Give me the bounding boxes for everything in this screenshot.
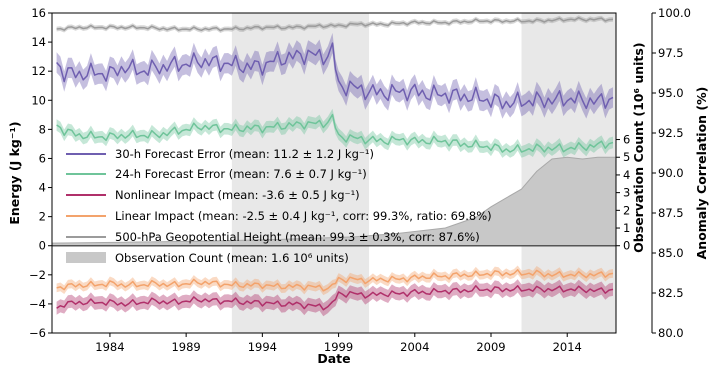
y-left-tick-label: 6 [39, 151, 46, 165]
y-obs-tick-label: 0 [623, 239, 630, 253]
legend-swatch-observation [66, 252, 106, 263]
y-left-tick-label: 12 [31, 64, 46, 78]
y-left-tick-label: 2 [39, 210, 46, 224]
series-lines [56, 16, 614, 311]
geopotential-line [56, 16, 614, 32]
y-corr-axis-label: Anomaly Correlation (%) [694, 87, 709, 260]
forecast30-line [56, 42, 614, 110]
y-obs-tick-label: 6 [623, 133, 630, 147]
y-left-tick-label: 4 [39, 181, 46, 195]
y-left-tick-label: −2 [29, 268, 46, 282]
y-left-tick-label: 10 [31, 93, 46, 107]
forecast30-band [56, 32, 614, 119]
nonlinear-line [56, 285, 614, 311]
y-obs-tick-label: 4 [623, 168, 630, 182]
forecast24-line [56, 113, 614, 153]
observation-area [51, 156, 617, 247]
shaded-period-0 [231, 13, 370, 333]
y-left-axis-label: Energy (J kg⁻¹) [7, 121, 22, 224]
y-left-tick-label: 0 [39, 239, 46, 253]
y-corr-tick-label: 82.5 [658, 286, 684, 300]
observation-count-area [51, 156, 617, 247]
y-obs-tick-label: 5 [623, 150, 630, 164]
y-corr-tick-label: 97.5 [658, 46, 684, 60]
y-corr-tick-label: 100.0 [658, 6, 691, 20]
legend-label-forecast30: 30-h Forecast Error (mean: 11.2 ± 1.2 J … [115, 147, 374, 161]
y-left-tick-label: 16 [31, 6, 46, 20]
forecast24-band [56, 108, 614, 158]
y-left-tick-label: 14 [31, 35, 46, 49]
y-obs-axis-label: Observation Count (10⁶ units) [631, 42, 646, 252]
plot-frame [51, 12, 617, 334]
y-corr-tick-label: 85.0 [658, 246, 684, 260]
legend-label-geopotential: 500-hPa Geopotential Height (mean: 99.3 … [115, 230, 480, 244]
y-obs-tick-label: 2 [623, 203, 630, 217]
x-tick-label: 1994 [248, 340, 277, 354]
y-left-tick-label: −6 [29, 326, 46, 340]
y-corr-tick-label: 80.0 [658, 326, 684, 340]
legend-label-nonlinear: Nonlinear Impact (mean: -3.6 ± 0.5 J kg⁻… [115, 188, 360, 202]
linear-line [56, 269, 614, 292]
y-obs-tick-label: 3 [623, 186, 630, 200]
y-left-tick-label: −4 [29, 297, 46, 311]
x-tick-label: 1989 [171, 340, 200, 354]
x-tick-label: 2004 [400, 340, 429, 354]
y-obs-tick-label: 1 [623, 221, 630, 235]
x-tick-label: 1984 [95, 340, 124, 354]
y-corr-tick-label: 92.5 [658, 126, 684, 140]
legend-label-observation: Observation Count (mean: 1.6 10⁶ units) [115, 251, 349, 265]
x-tick-label: 2014 [553, 340, 582, 354]
legend: 30-h Forecast Error (mean: 11.2 ± 1.2 J … [66, 147, 492, 265]
x-axis-label: Date [317, 351, 350, 366]
y-corr-tick-label: 95.0 [658, 86, 684, 100]
y-left-tick-label: 8 [39, 122, 46, 136]
legend-label-forecast24: 24-h Forecast Error (mean: 7.6 ± 0.7 J k… [115, 167, 367, 181]
legend-label-linear: Linear Impact (mean: -2.5 ± 0.4 J kg⁻¹, … [115, 209, 492, 223]
x-tick-label: 1999 [324, 340, 353, 354]
y-corr-tick-label: 90.0 [658, 166, 684, 180]
x-tick-label: 2009 [476, 340, 505, 354]
y-corr-tick-label: 87.5 [658, 206, 684, 220]
